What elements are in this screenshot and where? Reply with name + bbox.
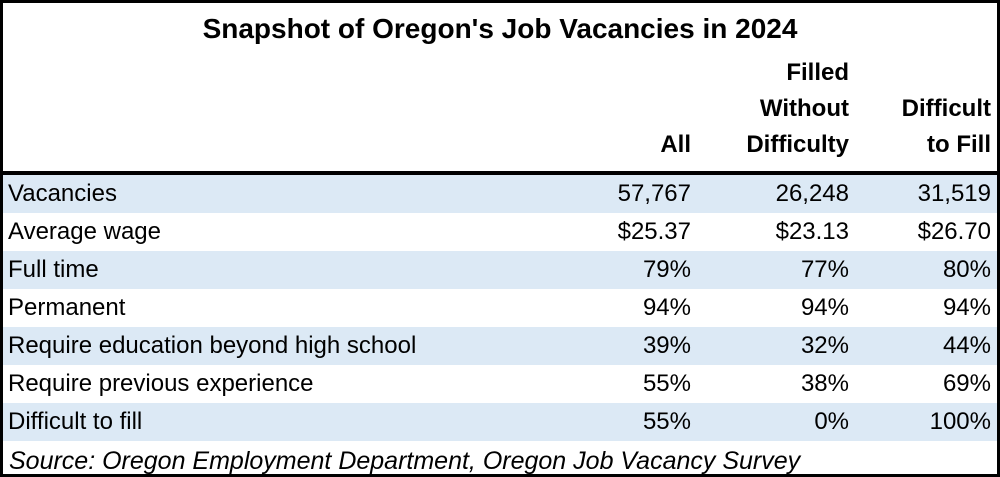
cell-all: $25.37 xyxy=(617,218,691,245)
cell-filled-without-difficulty: $23.13 xyxy=(775,218,849,245)
table-body: Vacancies 57,767 26,248 31,519 Average w… xyxy=(3,173,997,441)
cell-all: 94% xyxy=(642,294,691,321)
source-note: Source: Oregon Employment Department, Or… xyxy=(9,446,801,475)
cell-filled-without-difficulty: 77% xyxy=(800,256,849,283)
header-row-label-column xyxy=(3,55,423,175)
table-row: Difficult to fill 55% 0% 100% xyxy=(3,403,997,441)
cell-all: 79% xyxy=(642,256,691,283)
table-row: Full time 79% 77% 80% xyxy=(3,251,997,289)
cell-difficult-to-fill: 69% xyxy=(942,370,991,397)
cell-filled-without-difficulty: 26,248 xyxy=(775,180,849,207)
row-label: Vacancies xyxy=(8,180,117,207)
row-label: Require education beyond high school xyxy=(8,332,417,359)
header-row: All Filled Without Difficulty Difficult … xyxy=(3,55,997,175)
table-row: Require previous experience 55% 38% 69% xyxy=(3,365,997,403)
table-row: Average wage $25.37 $23.13 $26.70 xyxy=(3,213,997,251)
row-label: Difficult to fill xyxy=(8,408,143,435)
header-column-all: All xyxy=(423,55,697,175)
cell-difficult-to-fill: 80% xyxy=(942,256,991,283)
cell-all: 39% xyxy=(642,332,691,359)
cell-all: 55% xyxy=(642,408,691,435)
header-column-filled-without-difficulty: Filled Without Difficulty xyxy=(697,55,855,175)
row-label: Require previous experience xyxy=(8,370,314,397)
row-label: Full time xyxy=(8,256,99,283)
cell-filled-without-difficulty: 94% xyxy=(800,294,849,321)
cell-all: 55% xyxy=(642,370,691,397)
header-column-difficult-to-fill: Difficult to Fill xyxy=(855,55,997,175)
row-label: Permanent xyxy=(8,294,126,321)
table-row: Permanent 94% 94% 94% xyxy=(3,289,997,327)
cell-difficult-to-fill: 100% xyxy=(929,408,991,435)
table-row: Vacancies 57,767 26,248 31,519 xyxy=(3,173,997,213)
cell-filled-without-difficulty: 38% xyxy=(800,370,849,397)
data-table: All Filled Without Difficulty Difficult … xyxy=(3,55,997,441)
cell-filled-without-difficulty: 0% xyxy=(814,408,849,435)
table-row: Require education beyond high school 39%… xyxy=(3,327,997,365)
cell-difficult-to-fill: 94% xyxy=(942,294,991,321)
cell-difficult-to-fill: $26.70 xyxy=(917,218,991,245)
cell-all: 57,767 xyxy=(617,180,691,207)
cell-filled-without-difficulty: 32% xyxy=(800,332,849,359)
cell-difficult-to-fill: 44% xyxy=(942,332,991,359)
table-title: Snapshot of Oregon's Job Vacancies in 20… xyxy=(202,13,798,44)
cell-difficult-to-fill: 31,519 xyxy=(917,180,991,207)
row-label: Average wage xyxy=(8,218,161,245)
